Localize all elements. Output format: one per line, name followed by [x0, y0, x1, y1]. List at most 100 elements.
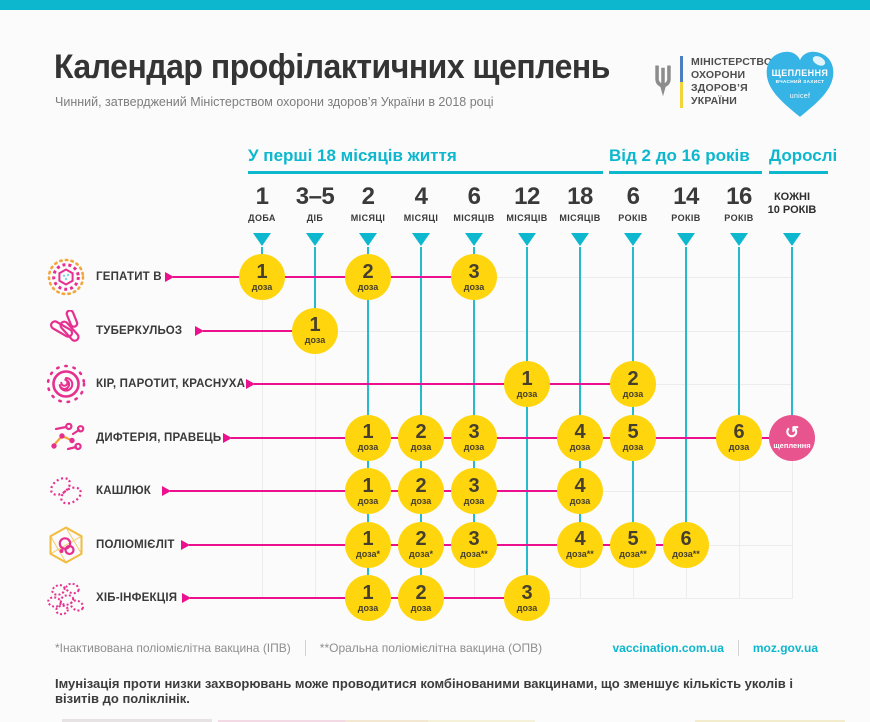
column-header-unit: РОКІВ	[724, 213, 754, 223]
dose-circle: 3 доза	[504, 575, 550, 621]
dose-circle: 1 доза	[292, 307, 338, 354]
timeline-column-line	[526, 247, 528, 598]
heart-logo-text: ЩЕПЛЕННЯ ВЧАСНИЙ ЗАХИСТ unicef	[760, 68, 840, 100]
column-header-adult: КОЖНІ 10 РОКІВ	[768, 191, 817, 217]
dose-number: 5	[627, 528, 639, 550]
vaccine-row-label: ДИФТЕРІЯ, ПРАВЕЦЬ	[45, 415, 221, 461]
dose-circle: 1 доза	[504, 361, 550, 407]
dose-label: доза	[410, 602, 432, 613]
adult-interval-line: 10 РОКІВ	[767, 204, 817, 216]
column-header-unit: РОКІВ	[671, 213, 701, 223]
dose-number: 3	[521, 581, 533, 604]
grid-line-horizontal	[240, 330, 793, 332]
vaccine-name: ПОЛІОМІЄЛІТ	[96, 538, 175, 551]
column-marker-triangle	[412, 233, 430, 246]
dose-label: доза*	[356, 549, 380, 559]
moz-site-link[interactable]: moz.gov.ua	[752, 641, 818, 655]
dose-label: доза	[251, 281, 273, 292]
vaccine-row-label: КІР, ПАРОТИТ, КРАСНУХА	[45, 361, 245, 407]
row-connector-line	[173, 276, 474, 278]
timeline-group-underline	[248, 171, 603, 174]
timeline-group-underline	[609, 171, 762, 174]
grid-line-horizontal	[240, 277, 793, 278]
dose-number: 1	[521, 367, 533, 390]
polio-virus-icon	[45, 524, 87, 566]
dose-label: доза	[463, 442, 485, 452]
dose-circle: 4 доза**	[557, 521, 603, 568]
dose-number: 3	[468, 474, 480, 497]
column-header-unit: МІСЯЦІВ	[453, 213, 495, 223]
opv-footnote: **Оральна поліомієлітна вакцина (ОПВ)	[319, 641, 543, 655]
cutoff-text-fragment	[62, 719, 212, 722]
vaccine-row-label: ХІБ-ІНФЕКЦІЯ	[45, 575, 177, 621]
column-marker-triangle	[306, 233, 324, 246]
vaccine-name: КІР, ПАРОТИТ, КРАСНУХА	[96, 378, 246, 390]
ipv-footnote: *Інактивована поліомієлітна вакцина (ІПВ…	[55, 641, 291, 655]
footnote-divider	[304, 640, 306, 656]
column-header-unit: РОКІВ	[618, 213, 648, 223]
moz-text-line: МІНІСТЕРСТВО	[691, 56, 773, 68]
dose-number: 1	[256, 260, 268, 283]
dose-label: доза	[410, 495, 432, 506]
heart-icon	[760, 46, 840, 127]
dose-circle: 2 доза	[398, 575, 444, 621]
dose-label: доза	[516, 388, 538, 399]
dose-circle: 3 доза	[451, 468, 497, 514]
dose-circle: 6 доза	[716, 414, 762, 461]
dose-number: 2	[627, 367, 639, 390]
dose-label: доза*	[409, 549, 433, 559]
dose-label: доза	[728, 442, 750, 452]
column-header-value: 4	[414, 183, 428, 210]
dose-number: 4	[574, 528, 586, 550]
vaccine-row-label: КАШЛЮК	[45, 468, 151, 514]
timeline-group-underline	[769, 171, 828, 174]
dose-number: 1	[309, 314, 321, 336]
vaccine-name: КАШЛЮК	[96, 485, 152, 497]
column-header-unit: МІСЯЦІВ	[506, 213, 548, 223]
timeline-column-line	[685, 247, 687, 545]
column-marker-triangle	[359, 233, 377, 246]
moz-logo-text: МІНІСТЕРСТВО ОХОРОНИ ЗДОРОВ’Я УКРАЇНИ	[691, 56, 772, 108]
column-header-unit: МІСЯЦІ	[403, 213, 439, 223]
row-arrow-icon	[181, 539, 190, 550]
pertussis-bacteria-icon	[45, 470, 87, 512]
page-subtitle: Чинний, затверджений Міністерством охоро…	[55, 95, 494, 109]
column-marker-triangle	[465, 233, 483, 246]
dose-circle: 1 доза	[345, 468, 391, 514]
column-header-unit: МІСЯЦІВ	[559, 213, 601, 223]
vaccine-row-label: ТУБЕРКУЛЬОЗ	[45, 308, 182, 354]
row-connector-line	[254, 383, 633, 385]
timeline-column-line	[473, 247, 475, 545]
site-divider	[737, 640, 739, 656]
vaccine-row-label: ПОЛІОМІЄЛІТ	[45, 522, 175, 568]
dose-circle: 5 доза**	[610, 521, 656, 568]
vaccination-site-link[interactable]: vaccination.com.ua	[612, 641, 724, 655]
hepatitis-b-virus-icon	[45, 256, 87, 298]
dose-number: 3	[468, 260, 480, 283]
vaccine-name: ТУБЕРКУЛЬОЗ	[96, 324, 183, 337]
dose-label: доза**	[460, 549, 488, 559]
dose-label: доза	[357, 495, 379, 506]
row-arrow-icon	[195, 325, 204, 336]
dose-circle: 2 доза	[398, 468, 444, 514]
dose-circle: 5 доза	[610, 414, 656, 461]
column-marker-triangle	[677, 233, 695, 246]
row-connector-line	[203, 329, 315, 332]
refresh-arrow-icon: ↺	[784, 423, 800, 442]
dose-number: 6	[733, 421, 745, 443]
column-header-unit: ДІБ	[306, 213, 324, 223]
dose-label: доза**	[619, 549, 647, 559]
footnotes-bar: *Інактивована поліомієлітна вакцина (ІПВ…	[55, 640, 818, 656]
dose-number: 1	[362, 581, 374, 604]
dose-label: доза	[463, 495, 485, 506]
grid-line-vertical	[262, 247, 263, 598]
grid-line-vertical	[315, 247, 316, 598]
vaccine-name: ХІБ-ІНФЕКЦІЯ	[96, 592, 178, 604]
timeline-group-label: Від 2 до 16 років	[609, 146, 750, 165]
column-header-value: 2	[361, 183, 375, 210]
dose-circle: 4 доза	[557, 468, 603, 514]
diphtheria-bacteria-icon	[45, 417, 87, 459]
column-header-value: 6	[626, 183, 640, 210]
row-arrow-icon	[223, 432, 232, 443]
